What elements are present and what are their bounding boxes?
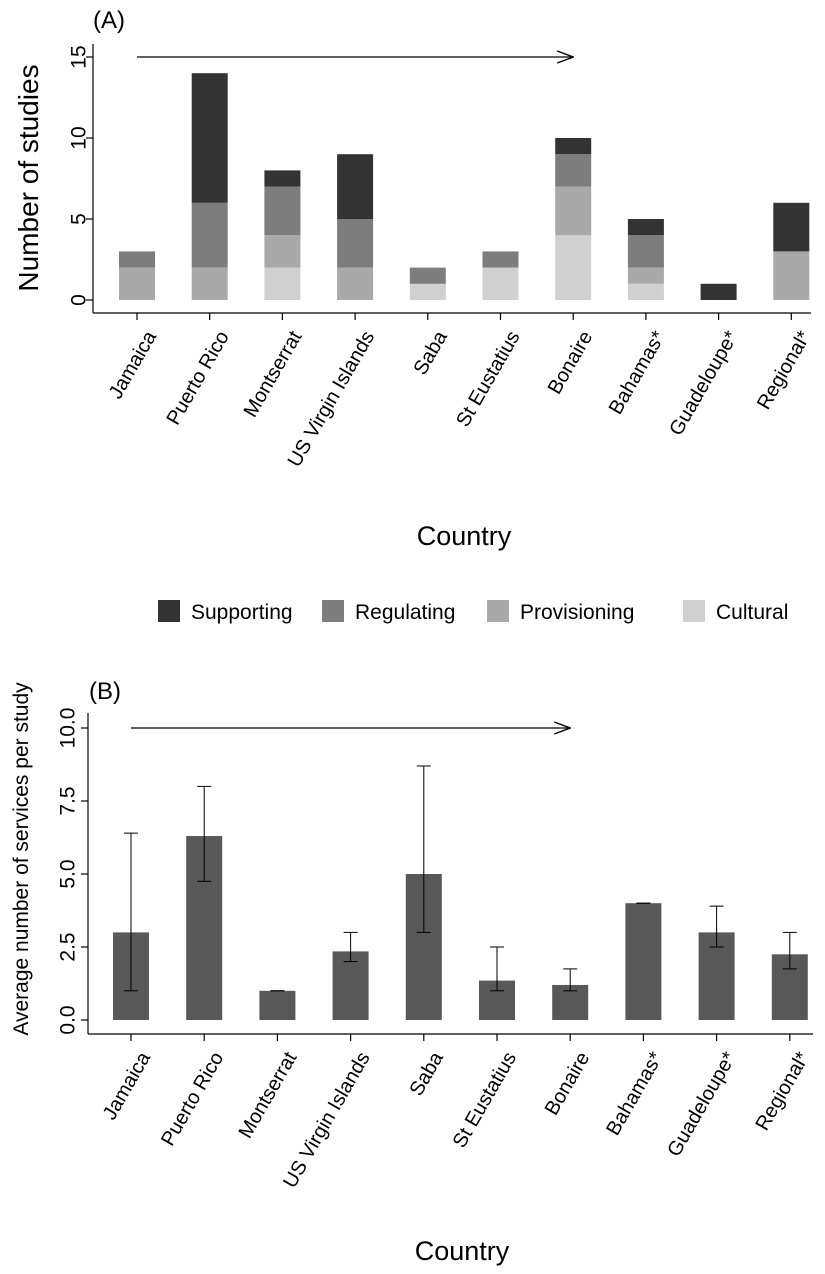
bar-segment <box>191 267 228 300</box>
panel-b-label: (B) <box>89 678 121 705</box>
x-tick-label: Puerto Rico <box>157 1048 228 1149</box>
bar-segment <box>555 235 592 300</box>
panel-a-y-axis-label: Number of studies <box>13 64 44 291</box>
bar-segment <box>337 267 374 300</box>
legend-label: Provisioning <box>520 601 634 624</box>
y-tick-label: 2.5 <box>57 932 80 961</box>
y-tick-label: 15 <box>68 45 91 68</box>
x-tick-label: Guadeloupe* <box>663 1048 741 1160</box>
bar-segment <box>191 202 228 268</box>
bar-segment <box>337 154 374 219</box>
bar-segment <box>773 202 810 252</box>
x-tick-label: Montserrat <box>240 327 307 421</box>
y-tick-label: 0 <box>68 294 91 306</box>
error-bar <box>416 765 431 933</box>
bar-segment <box>555 154 592 187</box>
bar-segment <box>119 267 155 300</box>
bar-segment <box>700 283 737 300</box>
x-tick-label: Montserrat <box>235 1048 302 1142</box>
legend-label: Cultural <box>716 601 788 624</box>
x-tick-label: Bahamas* <box>602 1048 667 1139</box>
panel-b-y-axis-label: Average number of services per study <box>10 682 33 1036</box>
bar-segment <box>264 267 301 300</box>
error-bar <box>124 832 138 992</box>
y-tick-label: 10.0 <box>57 708 80 749</box>
bar-segment <box>264 186 301 236</box>
x-tick-label: Regional* <box>753 327 816 413</box>
bar-segment <box>627 283 664 300</box>
legend-swatch <box>683 600 705 622</box>
bar-segment <box>337 219 374 268</box>
error-bar <box>563 968 578 992</box>
y-tick-label: 10 <box>68 126 91 149</box>
error-bar <box>709 905 724 948</box>
x-tick-label: Jamaica <box>105 327 162 403</box>
bar <box>625 903 662 1020</box>
panel-a-x-axis-label: Country <box>417 521 512 551</box>
legend-label: Supporting <box>191 601 293 624</box>
panel-a-label: (A) <box>93 7 125 34</box>
error-bar <box>197 785 212 882</box>
bar-segment <box>409 283 446 300</box>
x-tick-label: Regional* <box>751 1048 814 1134</box>
bar-segment <box>773 251 810 300</box>
bar-segment <box>264 235 301 268</box>
bar-segment <box>264 170 301 187</box>
bar-segment <box>555 138 592 155</box>
x-tick-label: Guadeloupe* <box>665 327 743 439</box>
bar-segment <box>627 267 664 284</box>
bar-segment <box>482 251 519 268</box>
legend-label: Regulating <box>355 601 455 624</box>
bar-segment <box>119 251 155 268</box>
x-tick-label: St Eustatius <box>449 1048 521 1151</box>
y-tick-label: 7.5 <box>57 786 80 815</box>
x-tick-label: St Eustatius <box>452 327 524 430</box>
y-tick-label: 0.0 <box>57 1005 80 1034</box>
bar <box>332 951 369 1020</box>
bar-segment <box>191 73 228 203</box>
error-bar <box>782 931 797 970</box>
bar-segment <box>555 186 592 236</box>
bar-segment <box>627 235 664 268</box>
bar-segment <box>409 267 446 284</box>
legend-swatch <box>158 600 180 622</box>
legend-swatch <box>322 600 344 622</box>
x-tick-label: Bonaire <box>541 1048 595 1119</box>
bar-segment <box>482 267 519 300</box>
x-tick-label: Saba <box>405 1048 448 1100</box>
x-tick-label: Bahamas* <box>605 327 670 418</box>
x-tick-label: Jamaica <box>99 1048 156 1124</box>
panel-b-x-axis-label: Country <box>415 1236 510 1266</box>
legend: Supporting Regulating Provisioning Cultural <box>158 600 788 624</box>
error-bar <box>343 931 358 963</box>
x-tick-label: Saba <box>409 327 452 379</box>
y-tick-label: 5.0 <box>57 859 80 888</box>
panel-b-chart: (B) Average number of services per study… <box>10 678 814 1266</box>
x-tick-label: Puerto Rico <box>163 327 234 428</box>
bar-segment <box>627 219 664 236</box>
bar <box>259 990 296 1020</box>
x-tick-label: Bonaire <box>544 327 598 398</box>
y-tick-label: 5 <box>68 213 91 225</box>
legend-swatch <box>487 600 509 622</box>
panel-a-chart: (A) Number of studies Country Jamaica Pue… <box>13 7 816 551</box>
error-bar <box>490 946 504 992</box>
